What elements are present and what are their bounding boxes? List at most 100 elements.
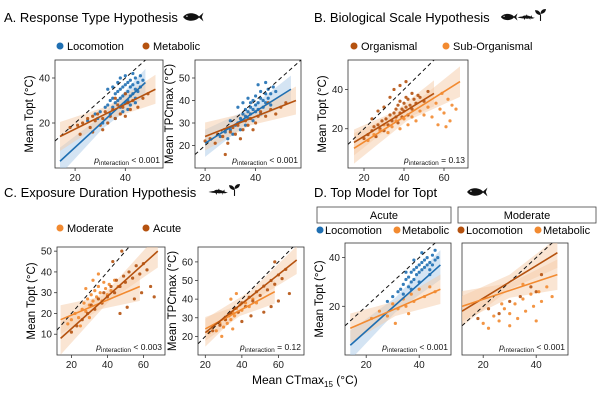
data-point xyxy=(409,292,413,296)
y-tick-label: 50 xyxy=(41,247,53,258)
data-point xyxy=(140,291,144,295)
data-point xyxy=(502,307,506,311)
data-point xyxy=(521,297,525,301)
x-tick-label: 40 xyxy=(531,360,543,371)
data-point xyxy=(91,278,95,282)
data-point xyxy=(264,114,268,118)
data-point xyxy=(406,97,410,101)
data-point xyxy=(104,286,108,291)
data-point xyxy=(280,277,284,281)
data-point xyxy=(448,119,452,123)
data-point xyxy=(269,103,273,107)
data-point xyxy=(133,76,137,80)
data-point xyxy=(486,326,491,330)
data-point xyxy=(428,285,432,289)
data-point xyxy=(404,105,408,109)
data-point xyxy=(414,273,419,277)
data-point xyxy=(96,272,100,276)
x-tick-label: 60 xyxy=(438,173,450,184)
y-tick-label: 50 xyxy=(179,74,191,85)
y-tick-label: 30 xyxy=(182,313,194,324)
y-tick-label: 20 xyxy=(39,119,51,130)
data-point xyxy=(258,293,262,298)
p-value-label: pinteraction < 0.001 xyxy=(498,342,565,354)
data-point xyxy=(116,103,120,107)
data-point xyxy=(122,274,126,278)
data-point xyxy=(256,101,260,105)
y-tick-label: 40 xyxy=(182,295,194,306)
data-point xyxy=(407,285,411,289)
data-point xyxy=(518,294,522,299)
data-point xyxy=(394,107,398,111)
legend-marker-metabolic xyxy=(142,42,150,50)
data-point xyxy=(418,109,422,113)
data-point xyxy=(420,251,424,255)
data-point xyxy=(404,270,408,274)
data-point xyxy=(246,123,250,127)
legend-label-locomotion-moderate: Locomotion xyxy=(466,225,523,237)
legend-marker-moderate xyxy=(56,224,64,232)
fit-line xyxy=(353,92,435,144)
data-point xyxy=(108,98,112,103)
data-point xyxy=(417,270,421,274)
x-tick-label: 40 xyxy=(398,173,410,184)
fit-line xyxy=(204,88,292,144)
y-tick-label: 10 xyxy=(41,330,53,341)
legend-marker-organismal xyxy=(350,42,358,50)
fit-line xyxy=(59,81,146,162)
data-point xyxy=(539,299,544,304)
data-point xyxy=(221,325,226,329)
data-point xyxy=(89,293,93,297)
data-point xyxy=(228,128,232,132)
data-point xyxy=(401,282,405,286)
data-point xyxy=(121,85,125,89)
data-point xyxy=(231,132,235,136)
data-point xyxy=(444,125,448,129)
data-point xyxy=(238,116,243,121)
data-point xyxy=(77,316,81,320)
lizard-icon xyxy=(517,14,535,21)
legend-label-metabolic: Metabolic xyxy=(402,225,450,237)
facet-strip-moderate: Moderate xyxy=(457,206,597,224)
data-point xyxy=(256,83,260,87)
panel-b-title: B. Biological Scale Hypothesis xyxy=(314,10,490,25)
data-point xyxy=(101,128,105,132)
legend-marker-locomotion xyxy=(316,226,324,234)
data-point xyxy=(118,112,122,116)
data-point xyxy=(136,105,140,109)
data-point xyxy=(386,131,390,135)
p-value-label: pinteraction = 0.12 xyxy=(239,342,301,354)
data-point xyxy=(66,322,70,326)
data-point xyxy=(126,89,130,94)
data-point xyxy=(428,260,432,265)
data-point xyxy=(102,291,106,295)
data-point xyxy=(203,139,207,143)
y-tick-label: 60 xyxy=(182,257,194,268)
legend-marker-metabolic-moderate xyxy=(534,226,542,234)
data-point xyxy=(84,286,88,291)
data-point xyxy=(409,280,413,284)
data-point xyxy=(276,299,281,303)
panel-a-title: A. Response Type Hypothesis xyxy=(4,10,178,25)
data-point xyxy=(251,128,255,132)
data-point xyxy=(126,107,130,112)
data-point xyxy=(412,268,416,272)
data-point xyxy=(380,119,384,123)
data-point xyxy=(103,105,107,109)
data-point xyxy=(78,324,82,328)
data-point xyxy=(450,103,454,107)
y-tick-label: 30 xyxy=(179,119,191,130)
y-tick-label: 20 xyxy=(329,302,341,313)
data-point xyxy=(102,280,106,284)
y-axis-label: Mean Topt (°C) xyxy=(314,260,326,337)
x-tick-label: 40 xyxy=(102,360,114,371)
data-point xyxy=(391,294,395,299)
data-point xyxy=(264,80,268,85)
panel-d-legend: Locomotion Metabolic Locomotion Metaboli… xyxy=(316,225,591,237)
data-point xyxy=(500,302,504,306)
x-tick-label: 20 xyxy=(66,360,78,371)
